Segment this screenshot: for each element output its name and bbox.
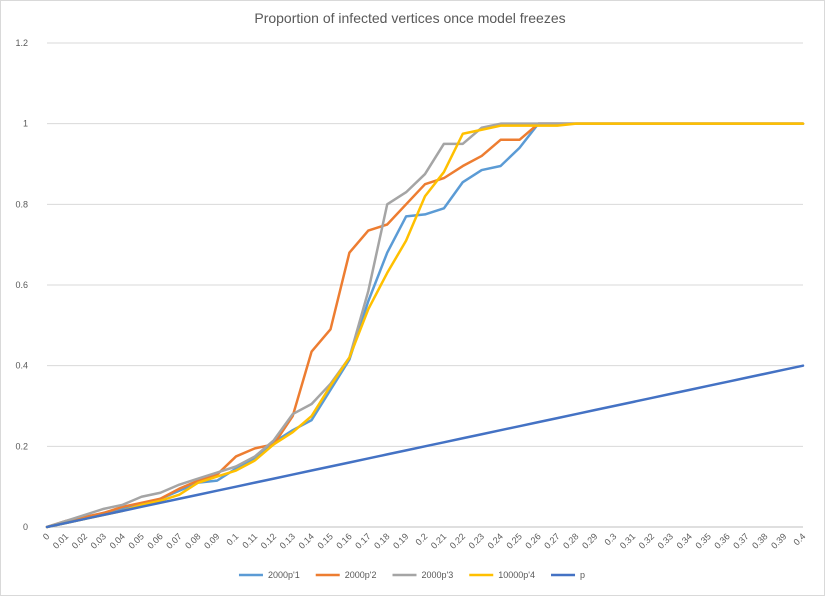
x-tick-label: 0.35 (693, 531, 712, 550)
x-tick-label: 0.16 (334, 531, 353, 550)
x-tick-label: 0.32 (637, 531, 656, 550)
x-tick-label: 0.01 (51, 531, 70, 550)
legend-label: 10000p'4 (498, 570, 535, 580)
x-tick-label: 0.21 (429, 531, 448, 550)
x-tick-label: 0.23 (467, 531, 486, 550)
x-tick-label: 0.18 (372, 531, 391, 550)
x-tick-label: 0.4 (791, 531, 807, 547)
series-line-5 (45, 364, 805, 529)
x-tick-label: 0.33 (656, 531, 675, 550)
y-tick-label: 0.4 (15, 361, 28, 371)
x-tick-label: 0.17 (353, 531, 372, 550)
x-tick-label: 0.14 (297, 531, 316, 550)
y-tick-label: 1.2 (15, 38, 28, 48)
x-tick-label: 0.24 (486, 531, 505, 550)
x-tick-label: 0.28 (561, 531, 580, 550)
x-tick-label: 0.07 (164, 531, 183, 550)
x-tick-label: 0.08 (183, 531, 202, 550)
x-tick-label: 0.04 (108, 531, 127, 550)
chart-title: Proportion of infected vertices once mod… (254, 10, 565, 26)
x-tick-label: 0.13 (278, 531, 297, 550)
y-tick-label: 0 (23, 522, 28, 532)
y-tick-label: 0.6 (15, 280, 28, 290)
legend-label: p (580, 570, 585, 580)
x-tick-label: 0.3 (602, 531, 618, 547)
y-tick-label: 0.8 (15, 199, 28, 209)
x-tick-label: 0.09 (202, 531, 221, 550)
gridlines (47, 42, 803, 528)
x-tick-label: 0.2 (413, 531, 429, 547)
x-tick-label: 0.11 (240, 531, 259, 550)
x-tick-label: 0.31 (618, 531, 637, 550)
x-tick-label: 0.22 (448, 531, 467, 550)
x-axis-ticks: 0 0.01 0.02 0.03 0.04 0.05 0.06 0.07 0.08 0.09 0.1… (41, 531, 808, 550)
y-tick-label: 0.2 (15, 441, 28, 451)
x-tick-label: 0.19 (391, 531, 410, 550)
x-tick-label: 0.12 (259, 531, 278, 550)
x-tick-label: 0.06 (145, 531, 164, 550)
x-tick-label: 0.34 (675, 531, 694, 550)
x-tick-label: 0.37 (731, 531, 750, 550)
legend: 2000p'1 2000p'2 2000p'3 10000p'4 p (238, 570, 585, 580)
x-tick-label: 0.02 (70, 531, 89, 550)
legend-label: 2000p'3 (421, 570, 453, 580)
series-line-2 (45, 122, 805, 529)
x-tick-label: 0.25 (504, 531, 523, 550)
series-line-4 (45, 122, 805, 529)
x-tick-label: 0.29 (580, 531, 599, 550)
x-tick-label: 0.27 (542, 531, 561, 550)
series-lines (45, 122, 805, 529)
legend-label: 2000p'2 (345, 570, 377, 580)
y-axis-ticks: 0 0.2 0.4 0.6 0.8 1 1.2 (15, 38, 28, 532)
x-tick-label: 0.1 (224, 531, 240, 547)
x-tick-label: 0.26 (523, 531, 542, 550)
x-tick-label: 0.15 (315, 531, 334, 550)
x-tick-label: 0 (41, 531, 52, 542)
x-tick-label: 0.36 (712, 531, 731, 550)
x-tick-label: 0.05 (126, 531, 145, 550)
x-tick-label: 0.03 (89, 531, 108, 550)
x-tick-label: 0.38 (750, 531, 769, 550)
x-tick-label: 0.39 (769, 531, 788, 550)
legend-label: 2000p'1 (268, 570, 300, 580)
y-tick-label: 1 (23, 119, 28, 129)
